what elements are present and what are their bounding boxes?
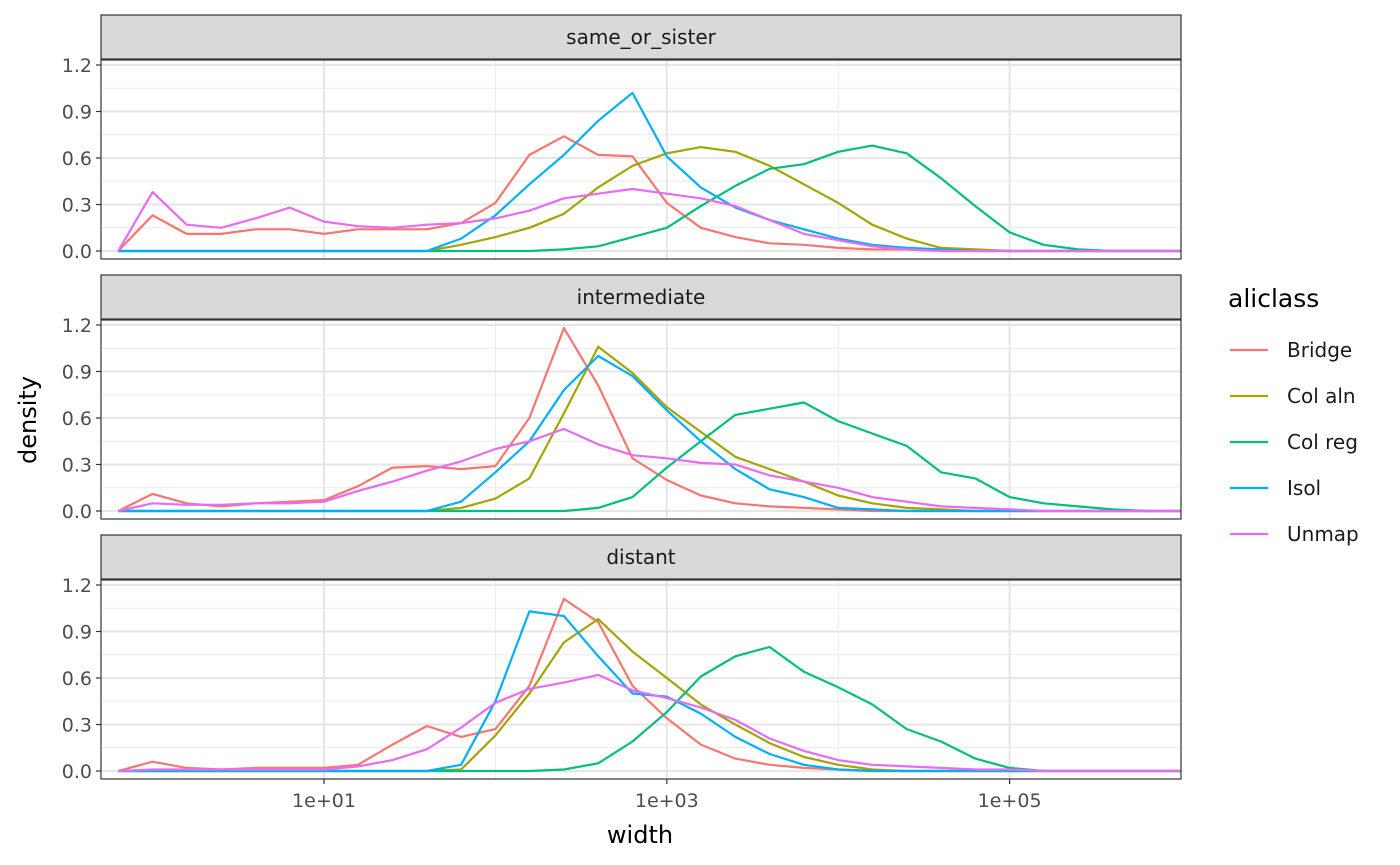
panel-border [100, 579, 1182, 780]
panels-layer: same_or_sister0.00.30.60.91.2intermediat… [62, 14, 1182, 783]
x-tick-label: 1e+05 [978, 790, 1042, 812]
facet-strip-label: intermediate [577, 285, 706, 309]
facet-strip [100, 534, 1182, 580]
facet-panel-intermediate: intermediate 0.0 0.3 0.6 0.9 1.2 [62, 274, 1182, 523]
series-group [117, 91, 1181, 253]
legend-item: Isol [1230, 476, 1321, 500]
y-tick-label: 1.2 [62, 315, 92, 337]
legend-item: Unmap [1230, 522, 1359, 546]
plot-background [101, 320, 1181, 519]
series-line-unmap [118, 673, 1181, 773]
x-tick-label: 1e+01 [292, 790, 356, 812]
legend: aliclass Bridge Col aln Col reg Isol Unmap [1228, 284, 1359, 546]
y-tick-label: 0.3 [62, 455, 92, 477]
legend-label: Col reg [1287, 430, 1358, 454]
y-axis-title: density [14, 376, 42, 464]
y-tick-label: 0.9 [62, 102, 92, 124]
panel-border [100, 59, 1182, 260]
y-tick-label: 0.9 [62, 622, 92, 644]
panel-border [100, 319, 1182, 520]
facet-strip [100, 274, 1182, 320]
facet-strip-label: same_or_sister [566, 25, 716, 49]
facet-panel-distant: distant 0.0 0.3 0.6 0.9 1.2 [62, 534, 1182, 783]
y-tick-label: 0.3 [62, 195, 92, 217]
facet-strip-label: distant [606, 545, 675, 569]
legend-label: Bridge [1287, 338, 1352, 362]
x-axis: 1e+01 1e+03 1e+05 [292, 779, 1042, 812]
legend-item: Col reg [1230, 430, 1358, 454]
y-tick-label: 0.3 [62, 715, 92, 737]
y-tick-label: 0.0 [62, 761, 92, 783]
y-tick-label: 1.2 [62, 55, 92, 77]
plot-background [101, 580, 1181, 779]
legend-label: Unmap [1287, 522, 1359, 546]
x-axis-title: width [607, 821, 673, 849]
y-tick-label: 0.9 [62, 362, 92, 384]
legend-item: Bridge [1230, 338, 1352, 362]
x-tick-label: 1e+03 [635, 790, 699, 812]
facet-panel-same_or_sister: same_or_sister 0.0 0.3 0.6 0.9 1.2 [62, 14, 1182, 263]
legend-title: aliclass [1228, 284, 1319, 313]
series-group [117, 597, 1181, 773]
y-tick-label: 1.2 [62, 575, 92, 597]
y-tick-label: 0.6 [62, 148, 92, 170]
legend-item: Col aln [1230, 384, 1356, 408]
legend-label: Isol [1287, 476, 1321, 500]
series-line-unmap [117, 427, 1181, 513]
y-tick-label: 0.6 [62, 668, 92, 690]
y-tick-label: 0.6 [62, 408, 92, 430]
facet-strip [100, 14, 1182, 60]
series-line-col-reg [118, 401, 1181, 513]
series-line-unmap [117, 187, 1181, 253]
y-tick-label: 0.0 [62, 501, 92, 523]
legend-label: Col aln [1287, 384, 1356, 408]
series-group [117, 327, 1181, 513]
series-line-col-reg [118, 144, 1181, 253]
y-tick-label: 0.0 [62, 241, 92, 263]
